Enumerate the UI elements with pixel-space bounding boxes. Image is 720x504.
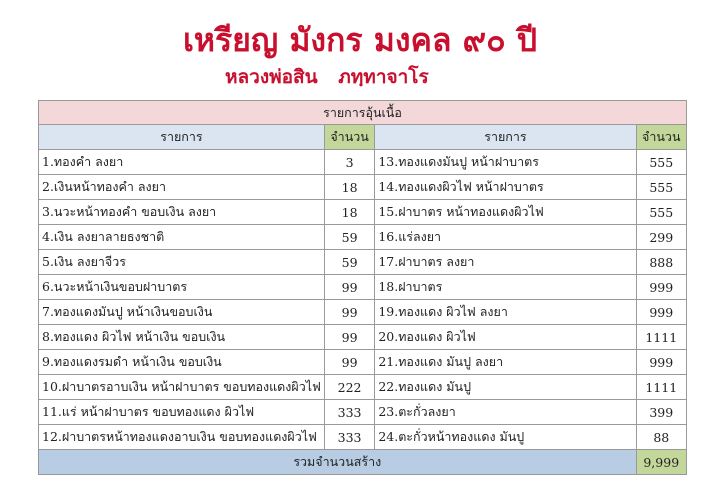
item-qty: 299 (635, 224, 688, 250)
item-name: 7.ทองแดงมันปู หน้าเงินขอบเงิน (38, 299, 325, 325)
item-qty: 555 (635, 174, 688, 200)
table-row: 4.เงิน ลงยาลายธงชาติ 59 16.แร่ลงยา 299 (38, 224, 688, 250)
item-name: 9.ทองแดงรมดำ หน้าเงิน ขอบเงิน (38, 349, 325, 375)
table-caption: รายการอุ้นเนื้อ (38, 100, 687, 125)
total-label: รวมจำนวนสร้าง (38, 449, 637, 475)
item-name: 24.ตะกั่วหน้าทองแดง มันปู (374, 424, 637, 450)
item-qty: 555 (635, 199, 688, 225)
item-name: 3.นวะหน้าทองคำ ขอบเงิน ลงยา (38, 199, 325, 225)
item-name: 2.เงินหน้าทองคำ ลงยา (38, 174, 325, 200)
table-row: 9.ทองแดงรมดำ หน้าเงิน ขอบเงิน 99 21.ทองแดง… (38, 349, 688, 375)
total-value: 9,999 (635, 449, 688, 475)
header-qty-left: จำนวน (323, 124, 376, 150)
table-row: 11.แร่ หน้าฝาบาตร ขอบทองแดง ผิวไฟ 333 23.ต… (38, 399, 688, 425)
item-qty: 555 (635, 149, 688, 175)
item-qty: 999 (635, 274, 688, 300)
item-name: 5.เงิน ลงยาจีวร (38, 249, 325, 275)
table-row: 2.เงินหน้าทองคำ ลงยา 18 14.ทองแดงผิวไฟ หน้… (38, 174, 688, 200)
item-qty: 99 (323, 324, 376, 350)
table-row: 1.ทองคำ ลงยา 3 13.ทองแดงมันปู หน้าฝาบาตร 55… (38, 149, 688, 175)
item-name: 4.เงิน ลงยาลายธงชาติ (38, 224, 325, 250)
edition-table: รายการอุ้นเนื้อ รายการ จำนวน รายการ จำนว… (38, 100, 688, 475)
header-qty-right: จำนวน (635, 124, 688, 150)
item-name: 17.ฝาบาตร ลงยา (374, 249, 637, 275)
table-row: 12.ฝาบาตรหน้าทองแดงอาบเงิน ขอบทองแดงผิวไ… (38, 424, 688, 450)
item-qty: 999 (635, 299, 688, 325)
page-subtitle: หลวงพ่อสิน ภทฺทาจาโร (225, 66, 429, 88)
table-row: 6.นวะหน้าเงินขอบฝาบาตร 99 18.ฝาบาตร 999 (38, 274, 688, 300)
item-name: 18.ฝาบาตร (374, 274, 637, 300)
item-qty: 88 (635, 424, 688, 450)
header-item-left: รายการ (38, 124, 325, 150)
item-name: 16.แร่ลงยา (374, 224, 637, 250)
item-name: 19.ทองแดง ผิวไฟ ลงยา (374, 299, 637, 325)
table-row: 7.ทองแดงมันปู หน้าเงินขอบเงิน 99 19.ทองแดง… (38, 299, 688, 325)
item-name: 12.ฝาบาตรหน้าทองแดงอาบเงิน ขอบทองแดงผิวไ… (38, 424, 325, 450)
item-name: 15.ฝาบาตร หน้าทองแดงผิวไฟ (374, 199, 637, 225)
item-name: 8.ทองแดง ผิวไฟ หน้าเงิน ขอบเงิน (38, 324, 325, 350)
item-qty: 59 (323, 224, 376, 250)
item-qty: 222 (323, 374, 376, 400)
item-qty: 99 (323, 274, 376, 300)
item-qty: 333 (323, 399, 376, 425)
item-qty: 888 (635, 249, 688, 275)
item-qty: 99 (323, 299, 376, 325)
table-row: 10.ฝาบาตรอาบเงิน หน้าฝาบาตร ขอบทองแดงผิว… (38, 374, 688, 400)
table-row: 8.ทองแดง ผิวไฟ หน้าเงิน ขอบเงิน 99 20.ทองแ… (38, 324, 688, 350)
item-qty: 1111 (635, 374, 688, 400)
item-name: 10.ฝาบาตรอาบเงิน หน้าฝาบาตร ขอบทองแดงผิว… (38, 374, 325, 400)
item-qty: 59 (323, 249, 376, 275)
page-title: เหรียญ มังกร มงคล ๙๐ ปี (182, 21, 538, 59)
item-name: 11.แร่ หน้าฝาบาตร ขอบทองแดง ผิวไฟ (38, 399, 325, 425)
item-name: 13.ทองแดงมันปู หน้าฝาบาตร (374, 149, 637, 175)
item-qty: 999 (635, 349, 688, 375)
item-qty: 3 (323, 149, 376, 175)
item-name: 21.ทองแดง มันปู ลงยา (374, 349, 637, 375)
item-name: 23.ตะกั่วลงยา (374, 399, 637, 425)
item-name: 14.ทองแดงผิวไฟ หน้าฝาบาตร (374, 174, 637, 200)
header-item-right: รายการ (374, 124, 637, 150)
item-qty: 18 (323, 199, 376, 225)
item-name: 6.นวะหน้าเงินขอบฝาบาตร (38, 274, 325, 300)
item-qty: 18 (323, 174, 376, 200)
table-row: 5.เงิน ลงยาจีวร 59 17.ฝาบาตร ลงยา 888 (38, 249, 688, 275)
total-row: รวมจำนวนสร้าง 9,999 (38, 449, 688, 475)
table-row: 3.นวะหน้าทองคำ ขอบเงิน ลงยา 18 15.ฝาบาตร ห… (38, 199, 688, 225)
item-qty: 99 (323, 349, 376, 375)
item-qty: 333 (323, 424, 376, 450)
item-name: 20.ทองแดง ผิวไฟ (374, 324, 637, 350)
item-name: 22.ทองแดง มันปู (374, 374, 637, 400)
item-qty: 399 (635, 399, 688, 425)
item-qty: 1111 (635, 324, 688, 350)
item-name: 1.ทองคำ ลงยา (38, 149, 325, 175)
